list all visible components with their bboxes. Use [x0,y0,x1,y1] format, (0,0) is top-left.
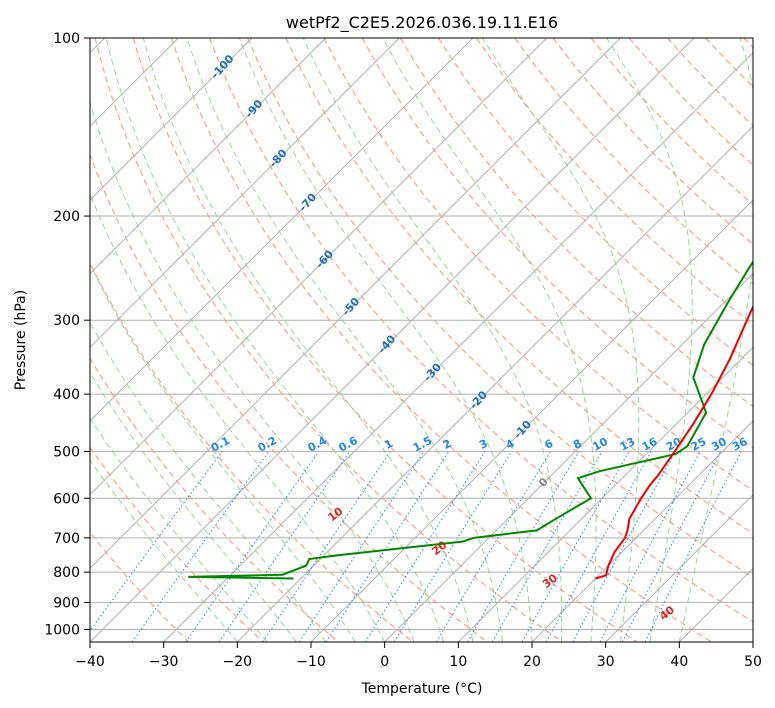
moist-adiabat [90,371,297,642]
moist-adiabat [90,192,386,642]
x-axis-ticks: −40 −30 −20 −10 0 10 20 30 40 50 [75,642,762,670]
x-tick-label: −20 [223,654,253,670]
isotherm-line [457,346,753,642]
dry-adiabat [476,38,753,326]
x-tick-label: 20 [523,654,541,670]
moist-adiabat [238,38,533,642]
x-tick-label: −30 [149,654,179,670]
x-axis-label: Temperature (°C) [361,681,483,697]
isotherm-line [90,38,474,422]
moist-adiabats [90,38,753,642]
x-tick-label: −40 [75,654,105,670]
y-tick-label: 300 [53,313,80,329]
dry-adiabat [94,38,563,642]
dry-adiabat [90,446,264,642]
chart-title: wetPf2_C2E5.2026.036.19.11.E16 [286,13,558,33]
isotherm-line [90,38,548,496]
y-tick-label: 1000 [44,622,80,638]
x-tick-label: 0 [380,654,389,670]
moist-adiabat [481,38,640,642]
moist-adiabat [90,262,356,642]
isotherm-line [310,199,753,642]
y-tick-label: 600 [53,491,80,507]
dry-adiabat [323,38,753,492]
y-axis-ticks: 100 200 300 400 500 600 700 800 900 1000 [44,31,90,638]
x-tick-label: 40 [670,654,688,670]
mixing-ratio-line [298,451,425,642]
mixing-ratio-line [521,451,630,642]
temperature-line [595,304,753,580]
moist-adiabat [678,38,753,642]
plot-frame [89,37,754,643]
dry-adiabat [170,38,713,642]
mixing-ratio-line [218,451,351,642]
mixing-ratio-label: 16 [640,435,660,454]
moist-adiabat [105,38,445,642]
mixing-ratio-label: 36 [730,435,750,454]
isotherm-line [90,38,253,201]
x-tick-label: 10 [449,654,467,670]
dry-adiabat [247,38,753,578]
mixing-ratio-label: 25 [689,435,709,454]
y-tick-label: 900 [53,595,80,611]
isotherm-line [90,38,400,349]
mixing-ratio-line [621,451,722,642]
x-tick-label: 30 [597,654,615,670]
moist-adiabat [606,38,693,642]
mixing-ratio-line [262,451,391,642]
isotherm-line [236,125,753,642]
dry-adiabat [90,153,488,642]
y-tick-label: 500 [53,444,80,460]
mixing-ratio-line [644,451,742,642]
horizontal-gridlines [90,38,753,630]
mixing-ratio-line [572,451,676,642]
mixing-ratio-line [185,451,320,642]
mixing-ratio-line [90,451,223,632]
mixing-ratio-line [393,451,513,642]
isotherm-line [90,38,695,642]
y-tick-label: 700 [53,531,80,547]
dry-adiabat [132,38,638,642]
mixing-ratio-line [545,451,652,642]
mixing-ratio-line [325,451,450,642]
isotherm-line [605,493,753,642]
isotherm-line [163,51,753,642]
moist-adiabat [90,321,327,642]
mixing-ratio-label: 20 [664,435,684,454]
moist-adiabat [302,38,563,642]
moist-adiabat [90,459,238,642]
moist-adiabat [142,38,474,642]
y-axis-label: Pressure (hPa) [13,290,29,390]
y-tick-label: 200 [53,209,80,225]
moist-adiabat [90,417,268,642]
mixing-ratio-line [131,451,270,642]
mixing-ratio-label: 30 [709,435,729,454]
dewpoint-line [188,260,753,580]
y-tick-label: 100 [53,31,80,47]
mixing-ratio-lines [90,451,742,642]
mixing-ratio-label: 10 [590,435,610,454]
background-guide-lines [90,38,753,642]
moist-adiabat [382,38,597,642]
isotherm-line [90,38,327,275]
moist-adiabat [186,38,503,642]
dry-adiabat [208,38,753,623]
isotherm-line [531,420,753,642]
y-tick-label: 800 [53,565,80,581]
isotherm-line [90,38,621,570]
x-tick-label: 50 [744,654,762,670]
isotherm-line [384,272,753,642]
x-tick-label: −10 [296,654,326,670]
sounding-profiles [188,260,753,580]
isotherm-lines [90,38,753,642]
mixing-ratio-label: 13 [618,435,638,454]
y-tick-label: 400 [53,387,80,403]
dry-adiabat [437,38,753,366]
